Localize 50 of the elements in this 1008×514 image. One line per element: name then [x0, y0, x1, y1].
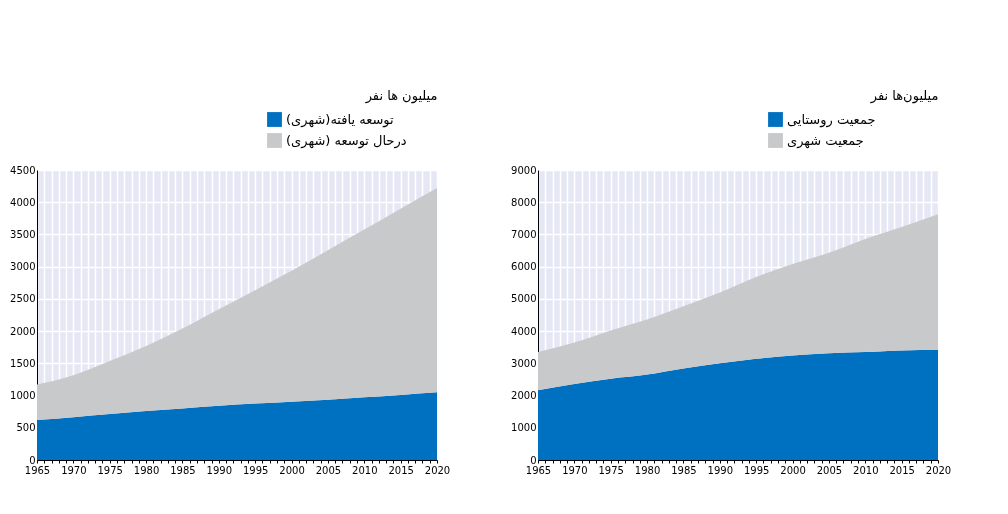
x-tick-label: 1970 — [562, 464, 588, 476]
y-tick-label: 1500 — [10, 357, 36, 369]
x-tick-label: 2000 — [279, 464, 305, 476]
x-tick-label: 1990 — [707, 464, 734, 476]
y-tick-label: 7000 — [511, 228, 537, 240]
y-tick-label: 0 — [530, 454, 537, 466]
y-tick-label: 9000 — [511, 164, 537, 176]
y-tick-label: 500 — [16, 422, 36, 434]
y-axis-title: میلیون‌ها نفر — [869, 87, 939, 104]
x-tick-label: 2010 — [853, 464, 879, 476]
y-tick-label: 3500 — [10, 228, 36, 240]
y-tick-label: 0 — [29, 454, 36, 466]
y-tick-label: 4000 — [511, 325, 537, 337]
x-tick-label: 1995 — [743, 464, 770, 476]
y-tick-label: 8000 — [511, 196, 537, 208]
legend-label: جمعیت شهری — [787, 132, 864, 149]
y-tick-label: 1000 — [511, 422, 537, 434]
y-tick-label: 6000 — [511, 261, 537, 273]
legend-label: جمعیت روستایی — [787, 111, 876, 128]
y-tick-label: 1000 — [10, 390, 36, 402]
x-tick-label: 2020 — [424, 464, 451, 476]
x-tick-label: 1995 — [242, 464, 269, 476]
y-tick-label: 4000 — [10, 196, 36, 208]
x-tick-label: 1975 — [598, 464, 624, 476]
x-tick-label: 2015 — [889, 464, 915, 476]
y-tick-label: 2000 — [511, 390, 537, 402]
y-tick-label: 5000 — [511, 293, 537, 305]
x-tick-label: 1975 — [97, 464, 123, 476]
x-tick-label: 1970 — [61, 464, 87, 476]
x-tick-label: 2010 — [352, 464, 378, 476]
x-tick-label: 1980 — [634, 464, 661, 476]
x-tick-label: 2015 — [388, 464, 414, 476]
x-tick-label: 2000 — [780, 464, 806, 476]
x-tick-label: 2020 — [925, 464, 952, 476]
x-tick-label: 1965 — [525, 464, 552, 476]
y-tick-label: 2500 — [10, 293, 36, 305]
x-tick-label: 1980 — [133, 464, 160, 476]
y-tick-label: 4500 — [10, 164, 36, 176]
y-tick-label: 3000 — [511, 357, 537, 369]
x-tick-label: 2005 — [315, 464, 342, 476]
legend-label: درحال توسعه (شهری) — [286, 132, 407, 149]
legend-label: توسعه یافته(شهری) — [286, 111, 395, 128]
x-tick-label: 2005 — [816, 464, 843, 476]
y-tick-label: 3000 — [10, 261, 36, 273]
x-tick-label: 1985 — [170, 464, 196, 476]
x-tick-label: 1965 — [24, 464, 51, 476]
x-tick-label: 1985 — [671, 464, 697, 476]
y-axis-title: میلیون ها نفر — [364, 87, 438, 104]
x-tick-label: 1990 — [206, 464, 233, 476]
y-tick-label: 2000 — [10, 325, 36, 337]
